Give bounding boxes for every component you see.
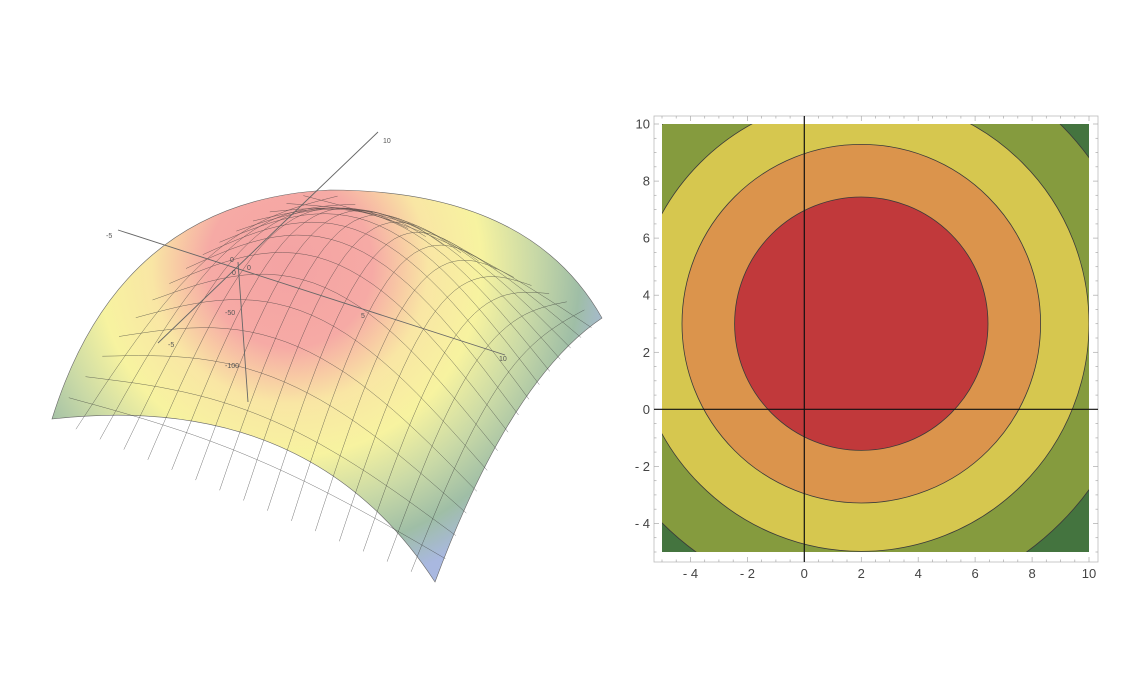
- x-tick-labels: - 4 - 2 0 2 4 6 8 10: [683, 566, 1096, 581]
- mesh-line-v: [339, 276, 532, 542]
- mesh-line-v: [410, 309, 585, 572]
- y-tick-label: 8: [643, 174, 650, 189]
- mesh-line-u: [286, 203, 582, 338]
- x-tick-label: 6: [971, 566, 978, 581]
- y-tick-label: 10: [636, 117, 650, 132]
- contour-bands: [662, 124, 1089, 552]
- y-tick-label: - 2: [635, 459, 650, 474]
- surface-plot-3d: -5 5 10 -5 10 0 -50 -100 0 0: [51, 131, 603, 583]
- mesh-line-u: [202, 221, 530, 400]
- zero-axes: [654, 116, 1098, 562]
- y-tick-label: 6: [643, 231, 650, 246]
- x-tick-label: - 4: [683, 566, 698, 581]
- x-tick-label: 8: [1028, 566, 1035, 581]
- x-tick-3d: -5: [106, 233, 112, 240]
- x-tick-label: 4: [915, 566, 922, 581]
- y-tick-label: 2: [643, 345, 650, 360]
- surface-mesh: [68, 195, 592, 572]
- mesh-line-u: [219, 213, 540, 385]
- x-axis-3d: [117, 229, 506, 356]
- x-tick-label: 2: [858, 566, 865, 581]
- z-tick-3d: 0: [230, 257, 234, 264]
- surface-tick-labels: -5 5 10 -5 10 0 -50 -100 0 0: [106, 138, 507, 370]
- z-axis-3d: [237, 261, 249, 403]
- mesh-line-u: [269, 207, 571, 349]
- x-tick-label: - 2: [740, 566, 755, 581]
- mesh-line-u: [236, 209, 550, 372]
- y-tick-3d: -5: [168, 342, 174, 349]
- x-tick-label: 0: [801, 566, 808, 581]
- x-tick-3d: 10: [499, 356, 507, 363]
- y-tick-label: - 4: [635, 516, 650, 531]
- x-tick-label: 10: [1082, 566, 1096, 581]
- y-tick-label: 4: [643, 288, 650, 303]
- y-tick-3d: 10: [383, 138, 391, 145]
- origin-label: 0: [232, 270, 236, 277]
- y-tick-labels: - 4 - 2 0 2 4 6 8 10: [635, 117, 650, 532]
- mesh-line-v: [315, 260, 515, 532]
- surface-axes: [117, 131, 506, 403]
- mesh-line-v: [386, 301, 567, 562]
- mesh-line-v: [362, 292, 550, 552]
- y-axis-3d: [157, 131, 379, 344]
- contour-band: [734, 196, 989, 451]
- mesh-line-u: [252, 207, 561, 360]
- mesh-line-u: [303, 195, 592, 328]
- origin-label: 0: [247, 265, 251, 272]
- plot-frame: [653, 115, 1099, 563]
- mesh-line-v: [291, 244, 497, 521]
- z-tick-3d: -50: [225, 310, 235, 317]
- z-tick-3d: -100: [225, 363, 239, 370]
- y-tick-label: 0: [643, 402, 650, 417]
- surface-face: [51, 189, 603, 583]
- x-tick-3d: 5: [361, 313, 365, 320]
